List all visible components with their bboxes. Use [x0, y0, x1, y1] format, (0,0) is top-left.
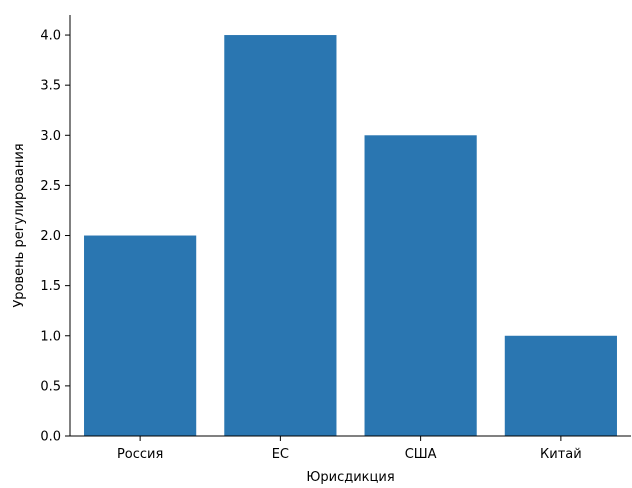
x-tick-label: Россия: [117, 447, 163, 462]
x-tick-label: ЕС: [272, 447, 289, 462]
y-tick-label: 0.5: [40, 379, 61, 394]
bar-1: [224, 35, 336, 436]
y-axis-label: Уровень регулирования: [12, 143, 27, 307]
y-ticks: 0.0 0.5 1.0 1.5 2.0 2.5 3.0 3.5 4.0: [40, 29, 70, 445]
y-tick-label: 2.0: [40, 229, 61, 244]
y-tick-label: 4.0: [40, 29, 61, 44]
bar-3: [505, 336, 617, 436]
bar-0: [84, 236, 196, 436]
y-tick-label: 1.0: [40, 329, 61, 344]
bars-layer: [84, 35, 617, 436]
x-axis-label: Юрисдикция: [306, 470, 394, 484]
bar-2: [365, 135, 477, 436]
y-tick-label: 3.0: [40, 129, 61, 144]
y-tick-label: 2.5: [40, 179, 61, 194]
y-tick-label: 3.5: [40, 79, 61, 94]
y-tick-label: 0.0: [40, 430, 61, 445]
x-tick-label: США: [405, 447, 437, 462]
y-tick-label: 1.5: [40, 279, 61, 294]
x-ticks: Россия ЕС США Китай: [117, 436, 582, 462]
x-tick-label: Китай: [540, 447, 582, 462]
